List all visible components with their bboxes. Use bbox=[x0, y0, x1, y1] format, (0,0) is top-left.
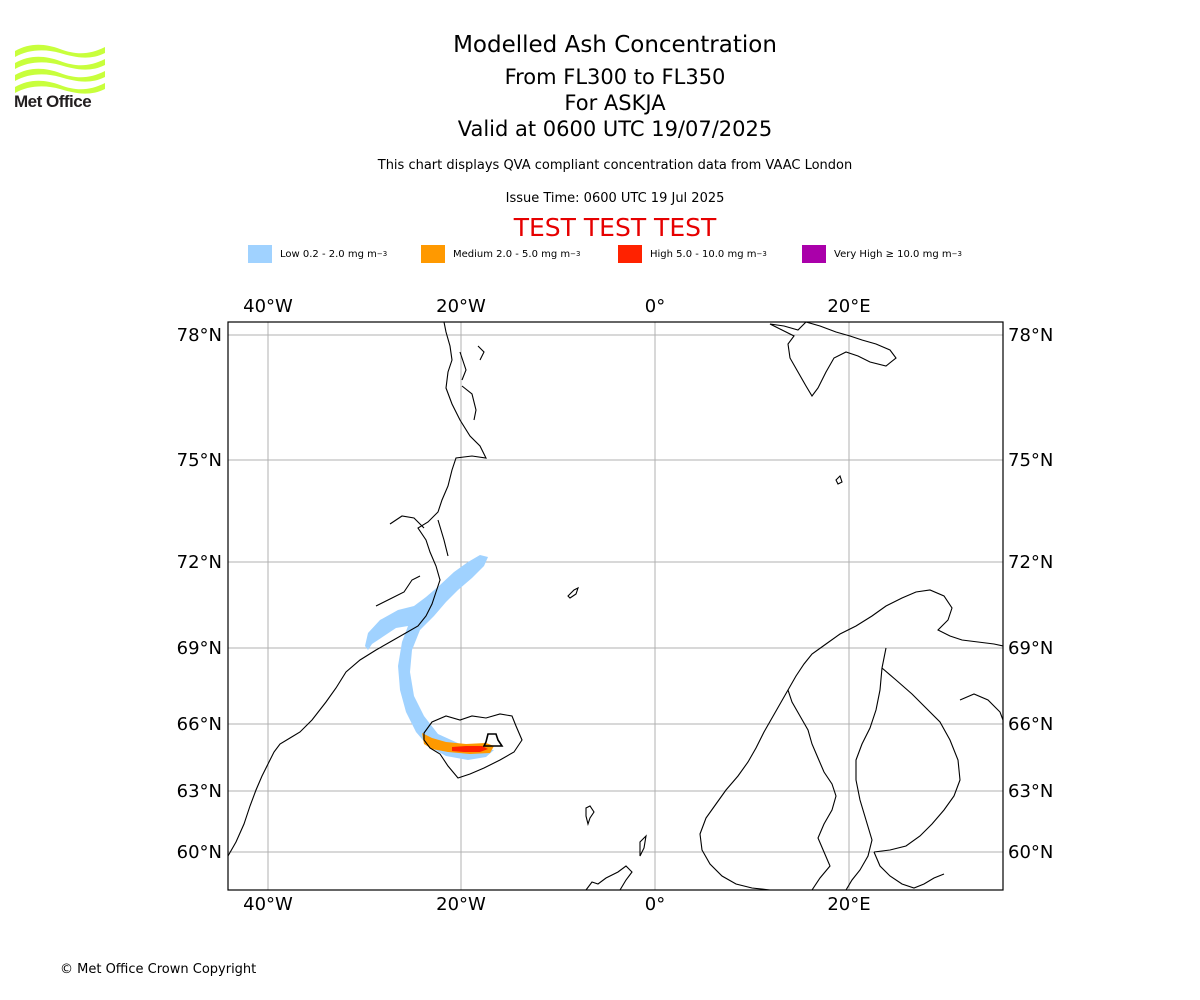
lat-label-right-66n: 66°N bbox=[1008, 714, 1053, 735]
coastline-norway bbox=[787, 589, 1003, 890]
legend-swatch-very-high bbox=[802, 245, 826, 263]
lon-label-top-20w: 20°W bbox=[436, 296, 486, 317]
legend-item-high: High 5.0 - 10.0 mg m −3 bbox=[618, 244, 767, 264]
coastline-baltic bbox=[873, 693, 1003, 889]
legend-label-medium: Medium 2.0 - 5.0 mg m bbox=[453, 248, 571, 260]
lat-label-left-75n: 75°N bbox=[177, 450, 222, 471]
logo-text: Met Office bbox=[14, 92, 92, 111]
coastline-faroes bbox=[585, 805, 595, 826]
coastline-bear-island bbox=[835, 474, 843, 485]
coastlines bbox=[228, 322, 1003, 890]
coastline-scotland bbox=[585, 865, 633, 890]
coastline-shetland bbox=[639, 834, 647, 857]
copyright: © Met Office Crown Copyright bbox=[60, 962, 257, 977]
lat-label-right-63n: 63°N bbox=[1008, 781, 1053, 802]
legend-item-low: Low 0.2 - 2.0 mg m −3 bbox=[248, 244, 387, 264]
lon-label-bottom-20w: 20°W bbox=[436, 894, 486, 915]
coastline-jan-mayen bbox=[567, 586, 579, 599]
flight-levels: From FL300 to FL350 bbox=[504, 65, 726, 89]
lat-label-left-69n: 69°N bbox=[177, 638, 222, 659]
lat-label-left-60n: 60°N bbox=[177, 842, 222, 863]
met-office-logo-icon bbox=[15, 44, 105, 94]
map-frame bbox=[227, 321, 1004, 891]
coastline-greenland-fjords bbox=[375, 345, 485, 607]
coastline-norway-west bbox=[699, 689, 789, 890]
lon-label-top-20e: 20°E bbox=[827, 296, 870, 317]
lon-label-bottom-0: 0° bbox=[645, 894, 665, 915]
coastline-greenland bbox=[228, 322, 487, 857]
legend-unit-exp-low: −3 bbox=[376, 250, 388, 258]
test-banner: TEST TEST TEST bbox=[513, 213, 717, 242]
lat-label-left-66n: 66°N bbox=[177, 714, 222, 735]
lat-label-right-69n: 69°N bbox=[1008, 638, 1053, 659]
lon-label-bottom-20e: 20°E bbox=[827, 894, 870, 915]
legend-unit-exp-medium: −3 bbox=[570, 250, 581, 258]
lat-label-left-72n: 72°N bbox=[177, 552, 222, 573]
ash-plume-high bbox=[452, 746, 488, 752]
legend-item-very-high: Very High ≥ 10.0 mg m −3 bbox=[802, 244, 962, 264]
lat-label-right-72n: 72°N bbox=[1008, 552, 1053, 573]
lat-label-left-78n: 78°N bbox=[177, 325, 222, 346]
coastline-bothnia bbox=[845, 647, 961, 890]
legend-item-medium: Medium 2.0 - 5.0 mg m −3 bbox=[421, 244, 580, 264]
ash-plume-low bbox=[365, 555, 494, 760]
legend-swatch-high bbox=[618, 245, 642, 263]
volcano-triangle-icon bbox=[482, 733, 504, 747]
legend-label-very-high: Very High ≥ 10.0 mg m bbox=[834, 248, 952, 260]
coastline-iceland bbox=[423, 713, 523, 779]
lat-label-right-75n: 75°N bbox=[1008, 450, 1053, 471]
legend-label-high: High 5.0 - 10.0 mg m bbox=[650, 248, 757, 260]
issue-time: Issue Time: 0600 UTC 19 Jul 2025 bbox=[505, 191, 725, 206]
lat-label-left-63n: 63°N bbox=[177, 781, 222, 802]
legend-swatch-medium bbox=[421, 245, 445, 263]
legend-unit-exp-very-high: −3 bbox=[951, 250, 962, 258]
gridlines bbox=[228, 322, 1003, 890]
lon-label-top-40w: 40°W bbox=[243, 296, 293, 317]
lon-label-bottom-40w: 40°W bbox=[243, 894, 293, 915]
legend-label-low: Low 0.2 - 2.0 mg m bbox=[280, 248, 377, 260]
coastline-svalbard bbox=[769, 322, 897, 397]
volcano-name: For ASKJA bbox=[564, 91, 666, 115]
legend-unit-exp-high: −3 bbox=[756, 250, 767, 258]
lat-label-right-60n: 60°N bbox=[1008, 842, 1053, 863]
chart-title: Modelled Ash Concentration bbox=[453, 32, 777, 58]
legend-swatch-low bbox=[248, 245, 272, 263]
valid-time: Valid at 0600 UTC 19/07/2025 bbox=[457, 117, 773, 141]
lat-label-right-78n: 78°N bbox=[1008, 325, 1053, 346]
chart-subtitle: This chart displays QVA compliant concen… bbox=[377, 158, 853, 173]
lon-label-top-0: 0° bbox=[645, 296, 665, 317]
